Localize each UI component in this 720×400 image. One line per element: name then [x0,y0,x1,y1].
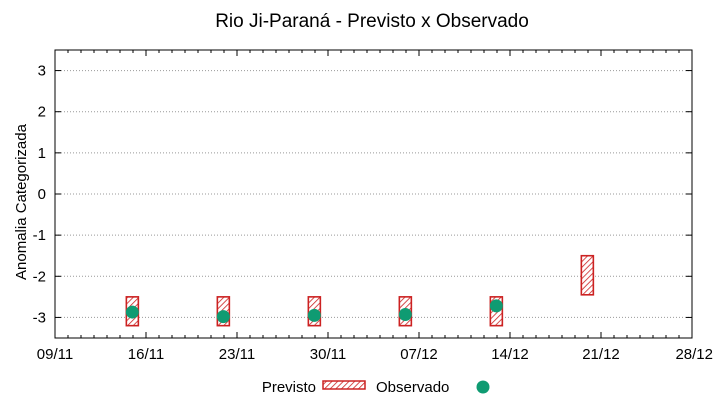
previsto-box [580,254,595,296]
observado-point [489,299,503,313]
observado-point [307,308,321,322]
observado-point [398,308,412,322]
plot-frame [54,49,693,339]
legend: Previsto Observado [262,379,490,396]
x-tick-label: 07/12 [400,346,438,363]
x-tick-label: 30/11 [310,346,346,363]
x-tick-label: 23/11 [219,346,255,363]
legend-swatch-previsto [322,380,366,390]
x-tick-label: 21/12 [582,346,620,363]
x-tick-label: 16/11 [128,346,164,363]
x-tick-label: 28/12 [675,346,713,363]
x-tick-label: 14/12 [491,346,529,363]
y-tick-label: 2 [38,104,46,121]
y-tick-label: -2 [33,268,46,285]
y-ticks: 3 2 1 0 -1 -2 -3 [33,63,692,326]
legend-label-previsto: Previsto [262,379,316,396]
legend-marker-observado [476,380,490,394]
y-tick-label: 3 [38,63,46,80]
x-tick-label: 09/11 [37,346,73,363]
y-tick-label: 0 [38,186,46,203]
series [125,254,595,327]
y-axis-title: Anomalia Categorizada [13,123,30,280]
legend-label-observado: Observado [376,379,449,396]
gridlines [55,70,692,318]
y-tick-label: -1 [33,227,46,244]
observado-point [216,310,230,324]
chart-title: Rio Ji-Paraná - Previsto x Observado [215,11,529,32]
y-tick-label: -3 [33,309,46,326]
y-tick-label: 1 [38,145,46,162]
observado-point [125,305,139,319]
